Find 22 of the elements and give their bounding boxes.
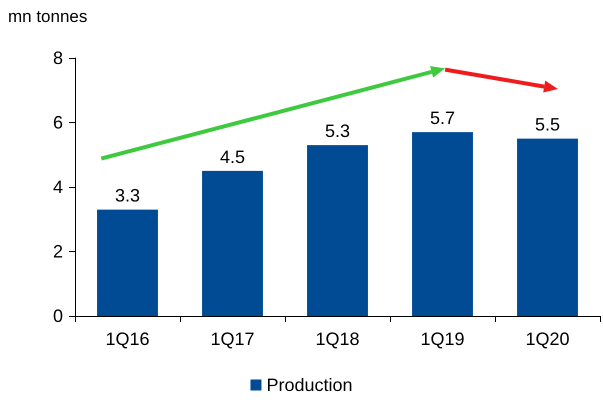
data-label: 3.3 — [114, 186, 140, 206]
legend-label: Production — [266, 375, 353, 395]
data-label: 5.7 — [430, 108, 456, 128]
data-label: 5.3 — [324, 121, 350, 142]
y-tick-label: 0 — [52, 306, 63, 326]
x-tick-label: 1Q19 — [420, 329, 465, 349]
data-label: 4.5 — [220, 146, 246, 167]
y-tick-label: 4 — [52, 177, 63, 197]
bar — [412, 132, 473, 316]
x-tick-label: 1Q16 — [105, 329, 150, 349]
data-label: 5.5 — [534, 114, 560, 135]
y-tick-label: 6 — [52, 112, 63, 132]
x-tick-label: 1Q20 — [525, 329, 570, 349]
y-tick-label: 8 — [52, 48, 63, 68]
bar — [97, 210, 158, 316]
bar — [517, 138, 578, 316]
bar — [202, 170, 263, 316]
x-tick-label: 1Q18 — [315, 329, 360, 349]
y-axis-title: mn tonnes — [8, 7, 88, 26]
y-tick-label: 2 — [52, 242, 63, 262]
bar — [307, 145, 368, 316]
x-tick-label: 1Q17 — [210, 329, 255, 349]
